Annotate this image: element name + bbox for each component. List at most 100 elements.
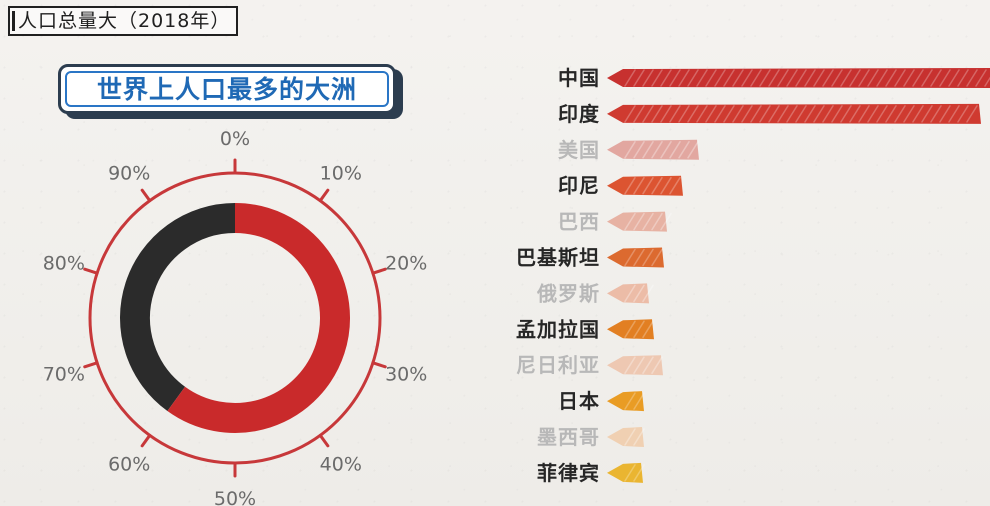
bar-texture-stroke bbox=[624, 248, 636, 267]
bar-texture-stroke bbox=[903, 69, 915, 87]
bar-texture-stroke bbox=[723, 69, 735, 87]
donut-remainder-arc bbox=[120, 203, 236, 412]
bar-2 bbox=[607, 139, 699, 160]
bar-texture-stroke bbox=[633, 356, 645, 374]
bar-texture-2 bbox=[624, 141, 699, 159]
bar-texture-stroke bbox=[984, 76, 990, 87]
bar-texture-stroke bbox=[777, 69, 789, 87]
bar-texture-stroke bbox=[750, 69, 762, 87]
donut-tick-label-7: 70% bbox=[43, 364, 85, 386]
donut-tick-4 bbox=[318, 433, 330, 448]
donut-tick-8 bbox=[83, 267, 99, 275]
bar-texture-stroke bbox=[876, 105, 888, 123]
bar-texture-stroke bbox=[831, 69, 843, 87]
donut-tick-2 bbox=[371, 267, 387, 275]
bar-texture-stroke bbox=[849, 105, 861, 123]
bar-7 bbox=[607, 319, 654, 340]
bar-texture-stroke bbox=[813, 105, 825, 123]
donut-tick-1 bbox=[318, 188, 330, 203]
bar-texture-stroke bbox=[885, 105, 897, 123]
bar-texture-stroke bbox=[642, 141, 654, 159]
bar-texture-stroke bbox=[678, 105, 690, 123]
donut-tick-label-8: 80% bbox=[43, 252, 85, 274]
bar-texture-stroke bbox=[804, 105, 816, 123]
donut-tick-label-4: 40% bbox=[320, 454, 362, 476]
bar-texture-11 bbox=[624, 464, 645, 482]
donut-tick-label-0: 0% bbox=[220, 128, 250, 150]
bar-texture-stroke bbox=[660, 212, 672, 231]
bar-texture-4 bbox=[624, 212, 672, 231]
bar-texture-stroke bbox=[633, 464, 645, 482]
bar-texture-stroke bbox=[642, 356, 654, 374]
bar-texture-stroke bbox=[624, 284, 636, 303]
donut-tick-label-5: 50% bbox=[214, 488, 256, 506]
bar-texture-stroke bbox=[795, 69, 807, 87]
bar-texture-stroke bbox=[921, 105, 933, 123]
bar-texture-3 bbox=[624, 176, 681, 195]
bar-texture-stroke bbox=[633, 105, 645, 123]
bar-label-5: 巴基斯坦 bbox=[516, 246, 600, 270]
bar-texture-stroke bbox=[624, 69, 636, 87]
bar-texture-stroke bbox=[840, 105, 852, 123]
bar-label-6: 俄罗斯 bbox=[536, 281, 600, 305]
bar-texture-stroke bbox=[759, 105, 771, 123]
bar-texture-stroke bbox=[642, 176, 654, 195]
bar-texture-stroke bbox=[840, 69, 852, 87]
bar-texture-stroke bbox=[930, 105, 942, 123]
bar-label-8: 尼日利亚 bbox=[516, 353, 600, 377]
bar-texture-stroke bbox=[642, 320, 654, 339]
bar-texture-stroke bbox=[633, 392, 645, 410]
bar-texture-1 bbox=[624, 105, 978, 123]
donut-tick-7 bbox=[83, 361, 99, 369]
bar-texture-stroke bbox=[642, 69, 654, 87]
bar-texture-stroke bbox=[921, 69, 933, 87]
bar-texture-stroke bbox=[966, 69, 978, 87]
bar-texture-stroke bbox=[957, 105, 969, 123]
bar-3 bbox=[607, 175, 683, 196]
bar-texture-stroke bbox=[642, 284, 654, 303]
bar-texture-stroke bbox=[894, 69, 906, 87]
bar-label-11: 菲律宾 bbox=[537, 461, 600, 485]
bar-texture-stroke bbox=[624, 176, 636, 195]
bar-texture-stroke bbox=[624, 464, 636, 482]
bar-6 bbox=[607, 283, 649, 304]
bar-texture-stroke bbox=[966, 105, 978, 123]
bar-texture-9 bbox=[624, 392, 645, 410]
bar-texture-stroke bbox=[651, 356, 663, 374]
bar-texture-stroke bbox=[624, 356, 636, 374]
bar-0 bbox=[607, 68, 990, 88]
bar-texture-stroke bbox=[939, 69, 951, 87]
bar-texture-stroke bbox=[624, 392, 636, 410]
bar-texture-stroke bbox=[885, 69, 897, 87]
bar-8 bbox=[607, 355, 663, 376]
bar-texture-stroke bbox=[750, 105, 762, 123]
donut-tick-6 bbox=[140, 433, 152, 448]
bar-texture-stroke bbox=[660, 69, 672, 87]
bar-texture-stroke bbox=[651, 141, 663, 159]
bar-texture-stroke bbox=[759, 69, 771, 87]
bar-9 bbox=[607, 391, 644, 412]
bar-texture-stroke bbox=[669, 69, 681, 87]
bar-texture-stroke bbox=[660, 105, 672, 123]
bar-texture-stroke bbox=[633, 284, 645, 303]
bar-texture-stroke bbox=[705, 105, 717, 123]
bar-texture-stroke bbox=[669, 176, 681, 195]
donut-filled-arc bbox=[167, 203, 350, 433]
bar-texture-stroke bbox=[975, 69, 987, 87]
bar-10 bbox=[607, 427, 644, 447]
bar-texture-stroke bbox=[822, 105, 834, 123]
bar-texture-stroke bbox=[768, 69, 780, 87]
bar-texture-stroke bbox=[858, 105, 870, 123]
bar-texture-stroke bbox=[867, 105, 879, 123]
bar-texture-stroke bbox=[714, 69, 726, 87]
bar-texture-0 bbox=[624, 69, 990, 87]
bar-texture-stroke bbox=[642, 105, 654, 123]
bar-label-7: 孟加拉国 bbox=[516, 317, 600, 341]
bar-texture-stroke bbox=[768, 105, 780, 123]
bar-texture-stroke bbox=[867, 69, 879, 87]
bar-label-1: 印度 bbox=[558, 102, 600, 126]
bar-texture-stroke bbox=[633, 69, 645, 87]
bar-texture-stroke bbox=[912, 105, 924, 123]
bar-label-10: 墨西哥 bbox=[537, 425, 600, 449]
